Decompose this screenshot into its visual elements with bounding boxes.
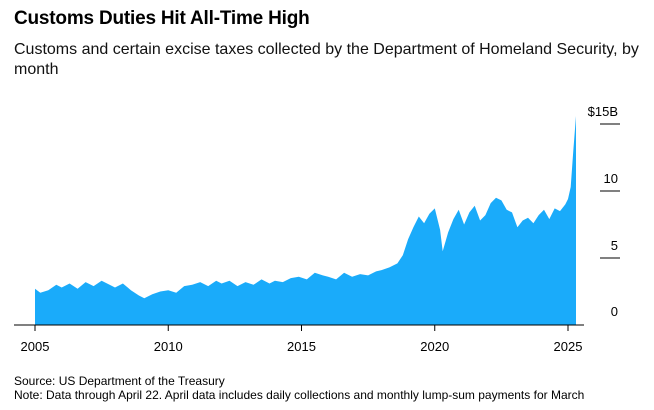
x-tick-label: 2025 [554, 339, 583, 354]
chart-footer: Source: US Department of the Treasury No… [14, 374, 584, 402]
source-note: Source: US Department of the Treasury [14, 374, 225, 388]
data-note: Note: Data through April 22. April data … [14, 388, 585, 402]
y-axis-ticks: 0 5 10 $15B [588, 104, 620, 319]
x-tick-label: 2015 [287, 339, 316, 354]
chart-subtitle: Customs and certain excise taxes collect… [14, 41, 639, 78]
chart-title: Customs Duties Hit All-Time High [14, 8, 310, 29]
y-tick-label: 0 [611, 304, 618, 319]
area-chart: 2005 2010 2015 2020 2025 0 5 10 $15B [14, 104, 620, 354]
y-tick-label: 5 [611, 238, 618, 253]
x-tick-label: 2020 [420, 339, 449, 354]
x-axis-ticks: 2005 2010 2015 2020 2025 [21, 325, 583, 354]
x-tick-label: 2005 [21, 339, 50, 354]
y-tick-label: $15B [588, 104, 618, 119]
x-tick-label: 2010 [154, 339, 183, 354]
y-tick-label: 10 [604, 171, 618, 186]
customs-duties-area [35, 116, 576, 325]
